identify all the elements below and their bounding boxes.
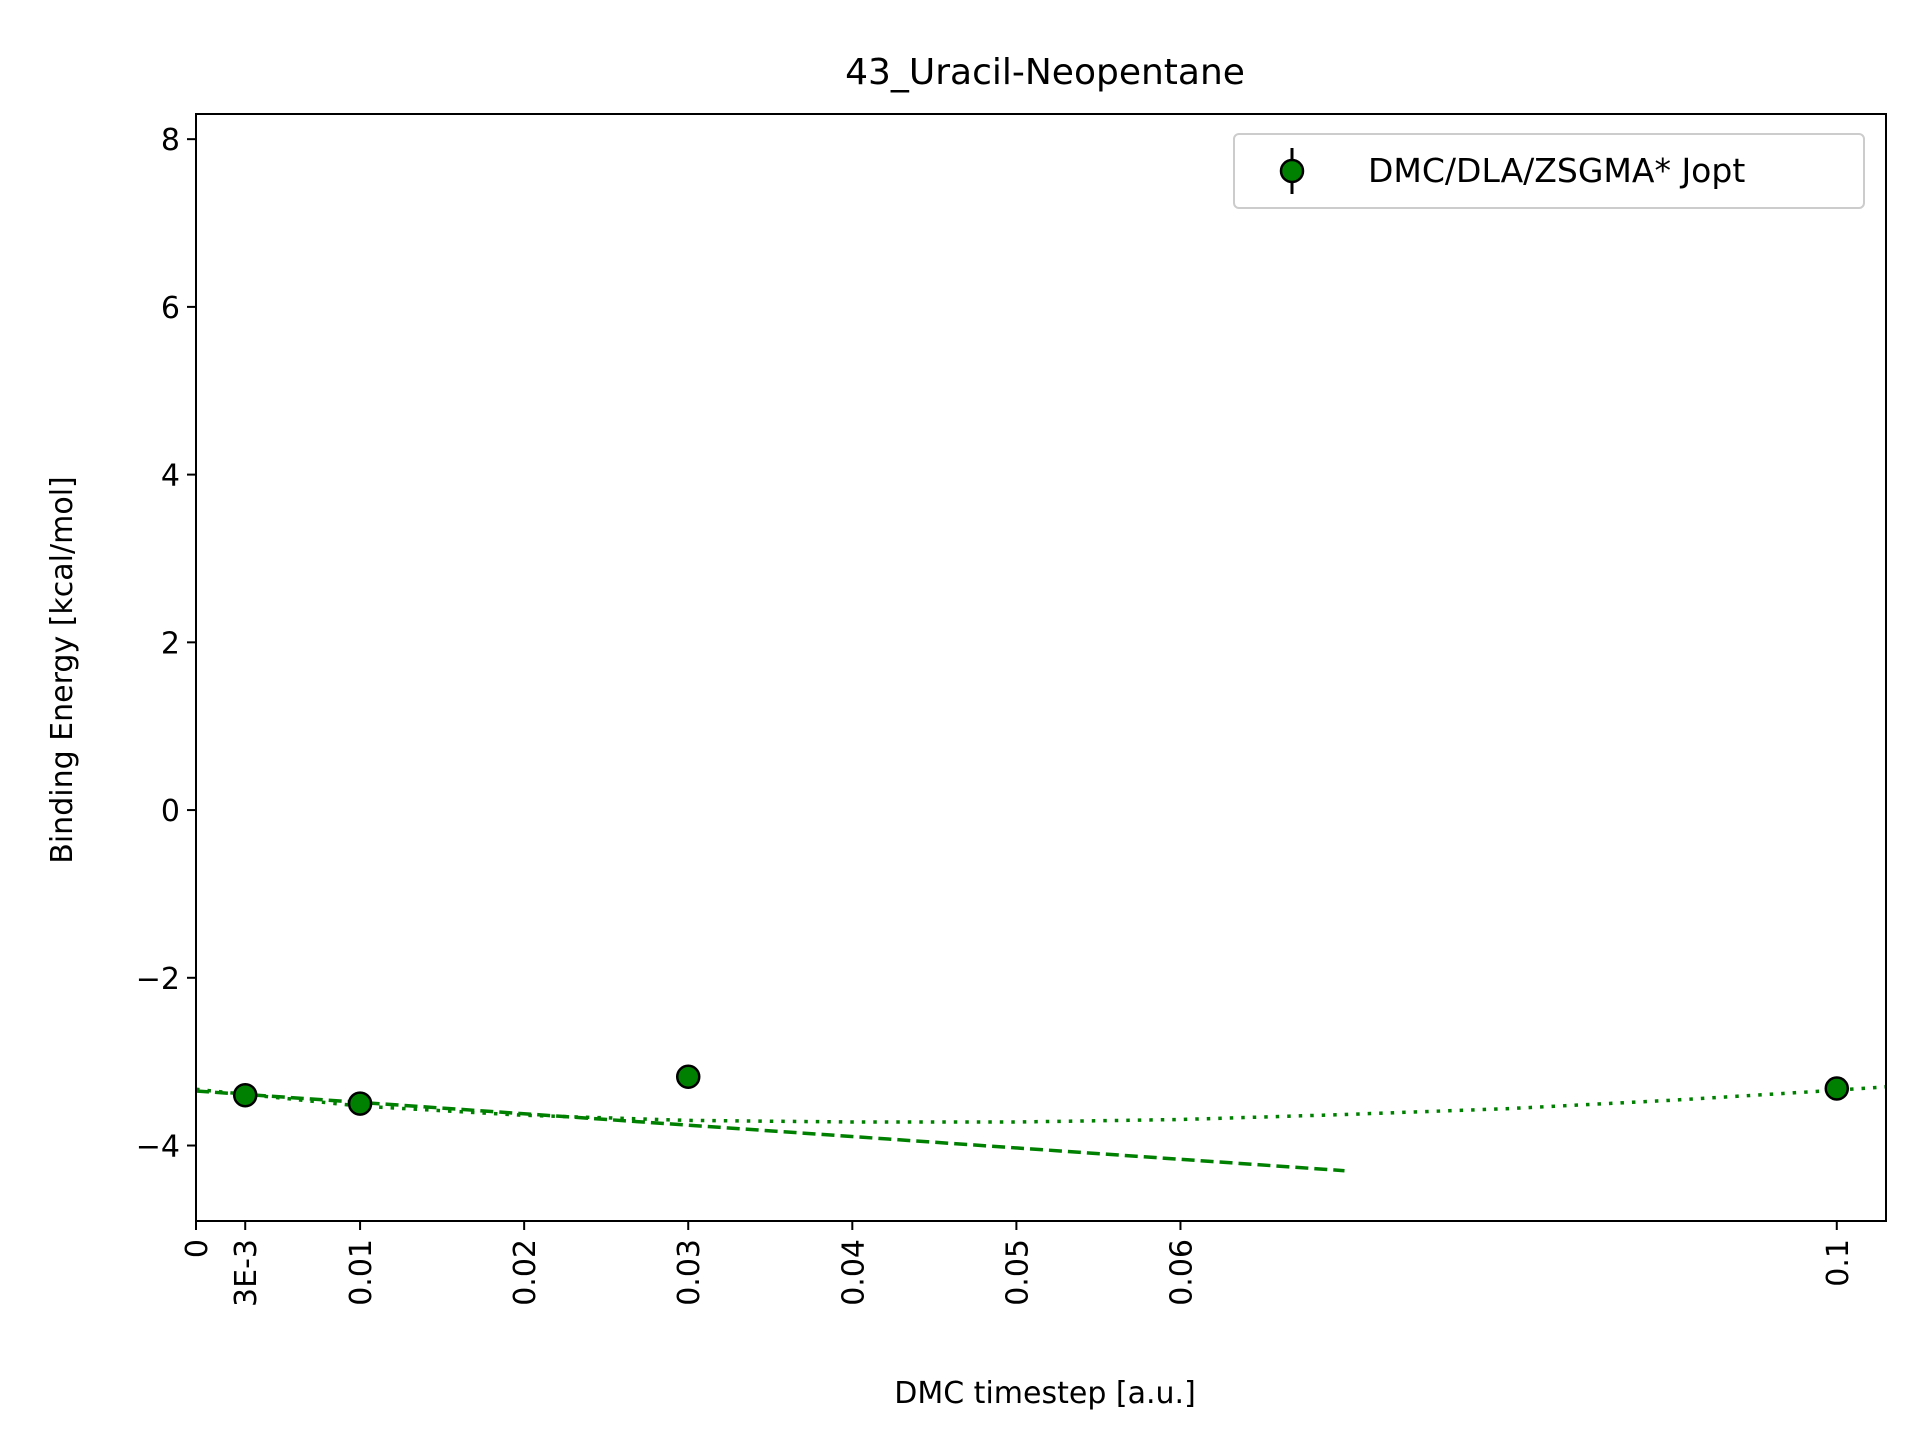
data-point	[347, 1091, 373, 1116]
x-tick-label: 0.05	[1000, 1239, 1035, 1306]
plot-area	[196, 1064, 1886, 1173]
y-tick-label: −4	[136, 1130, 180, 1165]
x-axis-label: DMC timestep [a.u.]	[894, 1376, 1196, 1411]
legend-label: DMC/DLA/ZSGMA* Jopt	[1368, 151, 1745, 190]
x-tick-label: 0.01	[344, 1239, 379, 1306]
axes-frame	[195, 113, 1887, 1222]
y-tick-label: 8	[161, 123, 180, 158]
data-point	[675, 1064, 701, 1090]
y-tick-label: 6	[161, 291, 180, 326]
dotted-fit-line-1	[196, 1085, 1886, 1124]
legend: DMC/DLA/ZSGMA* Jopt	[1233, 133, 1865, 209]
x-tick-label: 0.1	[1821, 1239, 1856, 1287]
data-point	[232, 1082, 258, 1108]
y-tick-label: 0	[161, 794, 180, 829]
y-axis-label: Binding Energy [kcal/mol]	[45, 476, 80, 863]
x-tick-label: 0.02	[508, 1239, 543, 1306]
legend-frame	[1233, 133, 1865, 209]
x-tick-label: 0.06	[1164, 1239, 1199, 1306]
x-tick-label: 3E-3	[229, 1239, 264, 1307]
y-tick-label: −2	[136, 962, 180, 997]
chart-title: 43_Uracil-Neopentane	[845, 52, 1245, 93]
data-point	[1824, 1076, 1850, 1101]
legend-marker	[1279, 158, 1305, 184]
y-tick-label: 2	[161, 626, 180, 661]
axis-ticks: 0 3E-3 0.01 0.02 0.03 0.04 0.05 0.06 0.1 −4 −2 0 2 4 6…	[136, 123, 1856, 1307]
dashed-fit-line-0	[196, 1089, 1345, 1173]
y-tick-label: 4	[161, 459, 180, 494]
x-tick-label: 0.04	[836, 1239, 871, 1306]
x-tick-label: 0.03	[672, 1239, 707, 1306]
x-tick-label: 0	[180, 1239, 215, 1258]
